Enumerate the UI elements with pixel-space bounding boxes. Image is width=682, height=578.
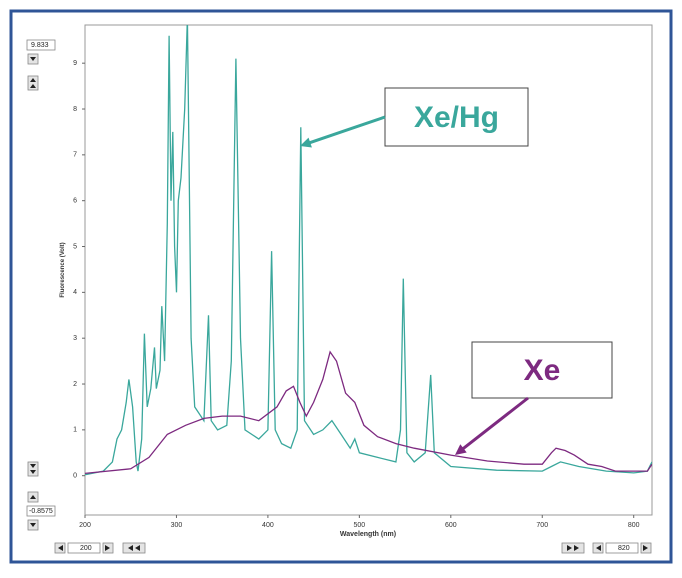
button[interactable] xyxy=(27,75,39,91)
icon xyxy=(30,57,36,61)
plot-area xyxy=(84,24,653,516)
y-tick-label: 2 xyxy=(73,381,77,388)
x-tick-label: 600 xyxy=(445,522,457,529)
callout-arrowhead xyxy=(300,137,312,148)
x-min-value: 200 xyxy=(80,545,92,552)
x-axis-label: Wavelength (nm) xyxy=(340,531,396,538)
y-tick-label: 9 xyxy=(73,60,77,67)
y-axis-label: Fluorescence (Volt) xyxy=(60,242,66,297)
plot xyxy=(85,25,652,476)
series-line xyxy=(85,25,652,476)
icon xyxy=(58,545,63,551)
icon xyxy=(30,495,36,499)
y-tick-label: 1 xyxy=(73,427,77,434)
series-line xyxy=(85,350,652,475)
y-tick-label: 5 xyxy=(73,243,77,250)
y-min-value: -0.8575 xyxy=(29,508,53,515)
y-tick-label: 8 xyxy=(73,106,77,113)
legend-label: Xe xyxy=(524,354,561,387)
x-tick-label: 400 xyxy=(262,522,274,529)
icon xyxy=(567,545,579,551)
callout-arrowhead xyxy=(455,444,467,455)
icon xyxy=(596,545,601,551)
icon xyxy=(643,545,648,551)
x-max-input[interactable] xyxy=(605,542,639,554)
annotations: Xe/Hg Xe xyxy=(300,87,613,455)
y-tick-label: 3 xyxy=(73,335,77,342)
y-tick-label: 6 xyxy=(73,198,77,205)
x-tick-label: 200 xyxy=(79,522,91,529)
callout-arrow xyxy=(461,396,529,451)
legend-box xyxy=(384,87,529,147)
y-tick-label: 0 xyxy=(73,473,77,480)
x-max-value: 820 xyxy=(618,545,630,552)
button[interactable] xyxy=(27,461,39,477)
icon xyxy=(30,78,36,88)
legend-box xyxy=(471,341,613,399)
callout-arrow xyxy=(308,115,386,145)
x-min-input[interactable] xyxy=(67,542,101,554)
x-tick-label: 500 xyxy=(354,522,366,529)
button[interactable] xyxy=(561,542,585,554)
icon xyxy=(128,545,140,551)
legend-label: Xe/Hg xyxy=(414,101,499,134)
y-max-value: 9.833 xyxy=(31,42,49,49)
y-tick-label: 7 xyxy=(73,152,77,159)
icon xyxy=(30,464,36,474)
icon xyxy=(30,523,36,527)
y-min-input[interactable] xyxy=(26,505,56,517)
y-max-input[interactable] xyxy=(26,39,56,51)
button[interactable] xyxy=(122,542,146,554)
x-tick-label: 700 xyxy=(536,522,548,529)
x-tick-label: 800 xyxy=(628,522,640,529)
icon xyxy=(105,545,110,551)
x-tick-label: 300 xyxy=(171,522,183,529)
y-tick-label: 4 xyxy=(73,289,77,296)
